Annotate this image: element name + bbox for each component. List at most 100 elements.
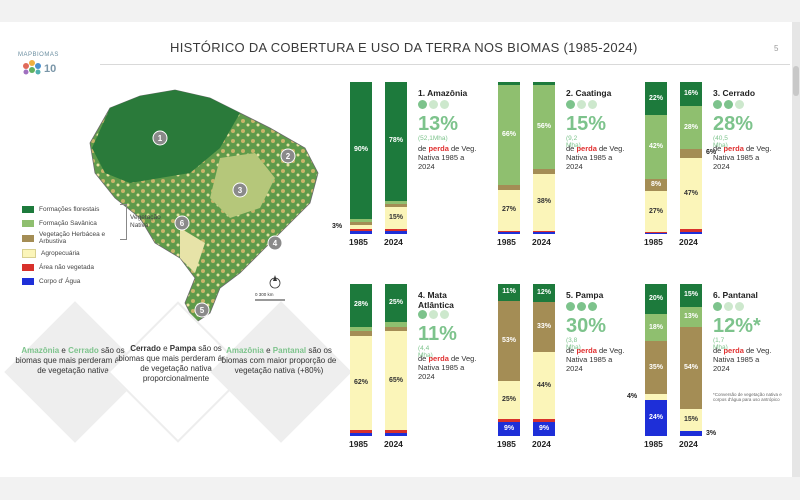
bar-segment	[350, 335, 372, 430]
bar-segment	[498, 381, 520, 420]
dot-filled	[713, 302, 722, 311]
data-label: 27%	[501, 206, 516, 214]
desc-highlight: perda	[576, 144, 597, 153]
data-label: 15%	[388, 214, 403, 222]
loss-rating-dots	[418, 310, 449, 319]
highlight-biome: Amazônia	[21, 346, 60, 355]
bar-segment	[385, 284, 407, 322]
bar-segment	[645, 233, 667, 234]
biome-title: 2. Caatinga	[566, 88, 612, 98]
page-number: 5	[774, 44, 779, 53]
bar-segment	[533, 230, 555, 233]
loss-description: de perda de Veg. Nativa 1985 a 2024	[418, 354, 480, 381]
year-label: 1985	[644, 439, 663, 449]
loss-percentage: 11%	[418, 323, 457, 345]
highlight-biome: Pantanal	[272, 346, 307, 355]
legend-label: Agropecuária	[41, 249, 80, 257]
data-label: 25%	[501, 396, 516, 404]
dot-filled	[418, 100, 427, 109]
bar-segment	[498, 185, 520, 190]
legend-label: Formação Savânica	[39, 219, 97, 227]
bar-segment	[645, 314, 667, 342]
vertical-scrollbar[interactable]	[792, 22, 800, 477]
bar-segment	[498, 230, 520, 233]
svg-text:5: 5	[200, 306, 205, 315]
legend-item: Corpo d' Água	[22, 274, 119, 288]
loss-description: de perda de Veg. Nativa 1985 a 2024	[566, 346, 628, 373]
data-label: 22%	[648, 94, 663, 102]
bar-segment	[533, 352, 555, 420]
dot-empty	[588, 100, 597, 109]
loss-description: de perda de Veg. Nativa 1985 a 2024	[418, 144, 480, 171]
bar-segment	[498, 189, 520, 231]
year-label: 2024	[679, 439, 698, 449]
legend-item: Formação Savânica	[22, 216, 119, 230]
data-label: 3%	[706, 429, 717, 437]
scale-bar: 0 300 km	[255, 292, 285, 301]
year-label: 2024	[384, 237, 403, 247]
loss-rating-dots	[566, 100, 597, 109]
bar-segment	[385, 82, 407, 201]
year-label: 2024	[532, 237, 551, 247]
data-label: 6%	[706, 149, 717, 157]
bar-segment	[680, 158, 702, 230]
bar-segment	[533, 169, 555, 174]
legend-item: Agropecuária	[22, 246, 119, 260]
year-label: 1985	[349, 439, 368, 449]
map-marker-1: 1	[152, 130, 168, 146]
year-label: 1985	[497, 237, 516, 247]
data-label: 66%	[501, 131, 516, 139]
bar-segment	[533, 422, 555, 436]
map-marker-6: 6	[174, 215, 190, 231]
data-label: 4%	[627, 392, 638, 400]
bar-segment	[350, 82, 372, 219]
callout-diamond-2: Cerrado e Pampa são os biomas que mais p…	[107, 301, 249, 443]
desc-post: de Veg. Nativa 1985 a 2024	[713, 144, 772, 171]
legend-item: Área não vegetada	[22, 260, 119, 274]
bar-segment	[680, 231, 702, 234]
year-label: 2024	[384, 439, 403, 449]
loss-description: de perda de Veg. Nativa 1985 a 2024	[713, 346, 775, 373]
bar-segment	[498, 419, 520, 423]
year-label: 1985	[497, 439, 516, 449]
svg-text:2: 2	[286, 152, 291, 161]
scrollbar-thumb[interactable]	[793, 66, 799, 96]
dot-empty	[735, 100, 744, 109]
bar-segment	[350, 331, 372, 336]
highlight-biome: Cerrado	[130, 344, 161, 353]
callout-text: Amazônia e Pantanal são os biomas com ma…	[221, 346, 337, 376]
desc-pre: de	[713, 144, 724, 153]
data-label: 8%	[650, 181, 662, 189]
data-label: 16%	[683, 90, 698, 98]
bar-segment	[533, 82, 555, 85]
callout-connector: e	[59, 346, 69, 355]
bar-segment	[498, 82, 520, 86]
stacked-bar	[350, 82, 372, 234]
bar-segment	[350, 218, 372, 222]
year-label: 1985	[349, 237, 368, 247]
legend-label: Formações florestais	[39, 205, 100, 213]
legend-swatch	[22, 219, 34, 227]
highlight-biome: Cerrado	[68, 346, 99, 355]
bar-segment	[385, 229, 407, 231]
loss-percentage: 28%	[713, 113, 754, 135]
desc-post: de Veg. Nativa 1985 a 2024	[418, 354, 477, 381]
stacked-bar	[385, 82, 407, 234]
bar-segment	[533, 85, 555, 170]
dot-empty	[440, 310, 449, 319]
dot-empty	[429, 100, 438, 109]
callout-connector: e	[263, 346, 273, 355]
mapbiomas-logo: 10	[23, 60, 56, 75]
loss-area: (4,4 Mha)	[418, 345, 433, 359]
year-label: 1985	[644, 237, 663, 247]
dot-empty	[735, 302, 744, 311]
data-label: 28%	[353, 301, 368, 309]
bar-segment	[385, 322, 407, 327]
bar-segment	[350, 429, 372, 433]
bar-segment	[498, 300, 520, 382]
year-label: 2024	[679, 237, 698, 247]
data-label: 44%	[536, 381, 551, 389]
stacked-bar	[385, 284, 407, 436]
bar-segment	[645, 232, 667, 234]
map-marker-3: 3	[232, 182, 248, 198]
